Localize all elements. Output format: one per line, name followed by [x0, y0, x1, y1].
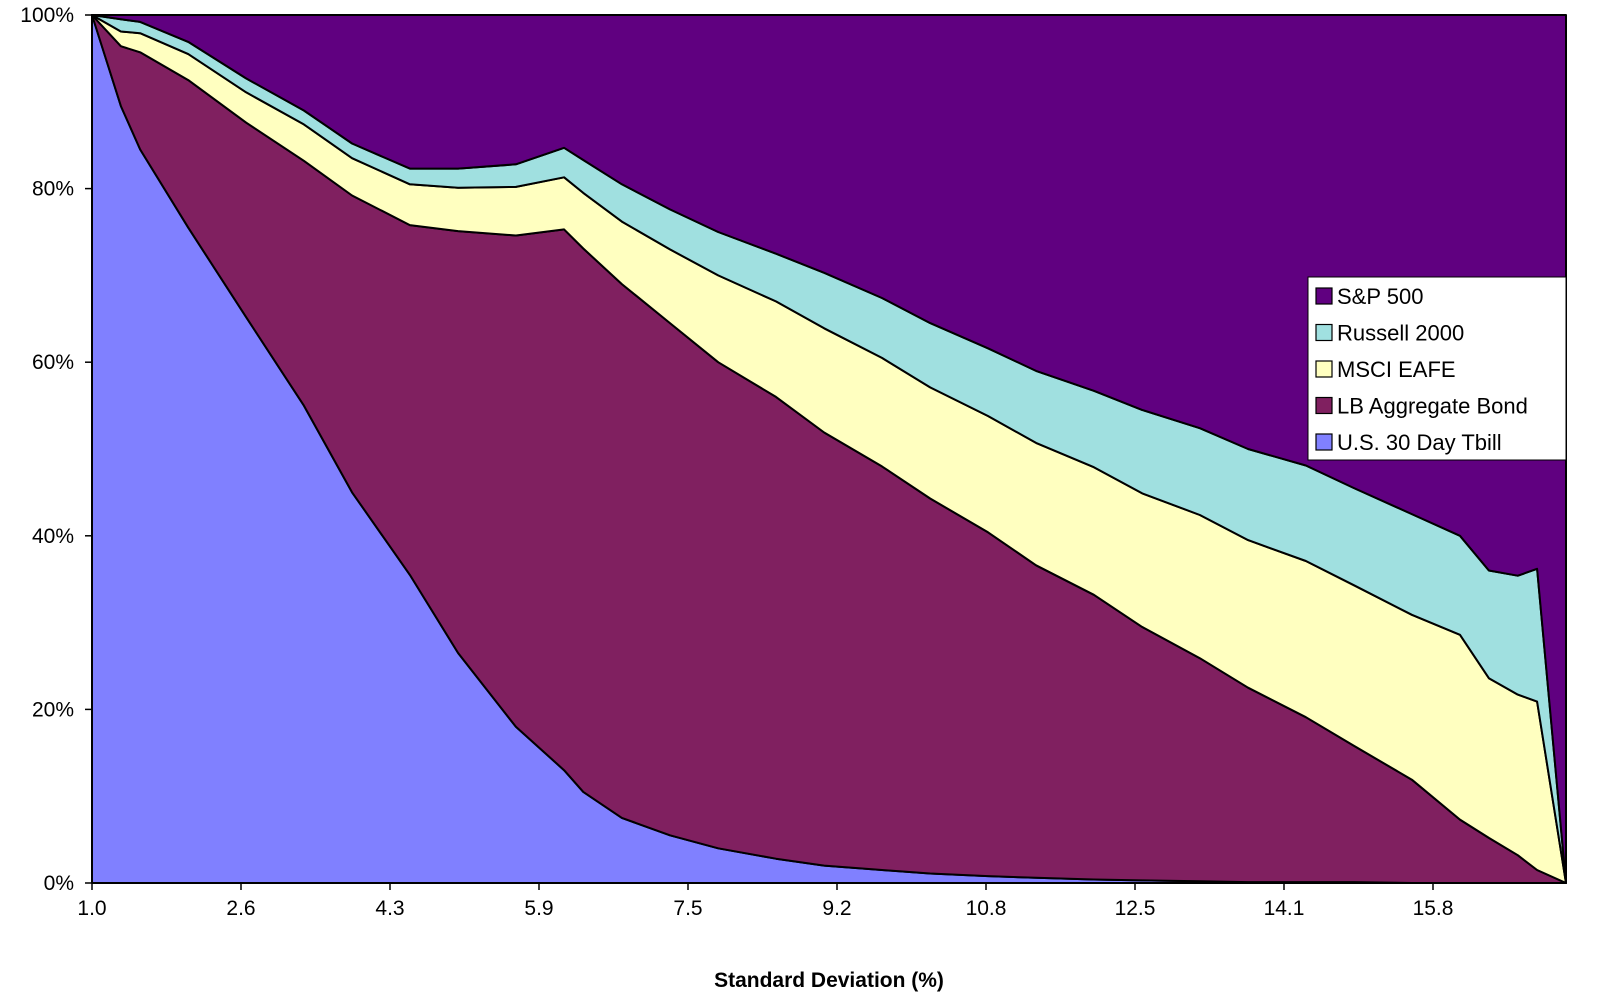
x-tick-label: 12.5 — [1115, 897, 1156, 920]
x-axis-ticks: 1.0 2.6 4.3 5.9 7.5 9.2 10.8 12.5 14.1 15.8 — [77, 883, 1453, 920]
x-tick-label: 7.5 — [673, 897, 702, 920]
legend-label-russell-2000: Russell 2000 — [1337, 321, 1464, 346]
x-tick-label: 9.2 — [822, 897, 851, 920]
legend-label-u-s-30-day-tbill: U.S. 30 Day Tbill — [1337, 430, 1502, 455]
legend-box — [1307, 276, 1567, 461]
legend-swatch-s-p-500 — [1315, 287, 1333, 305]
x-tick-label: 2.6 — [226, 897, 255, 920]
y-tick-label: 0% — [44, 872, 74, 895]
x-tick-label: 14.1 — [1264, 897, 1305, 920]
axes — [91, 15, 1566, 884]
legend-swatch-russell-2000 — [1315, 323, 1333, 342]
legend: S&P 500 Russell 2000 MSCI EAFE LB Aggregate… — [1307, 276, 1567, 461]
legend-label-s-p-500: S&P 500 — [1337, 284, 1423, 309]
x-tick-label: 1.0 — [77, 897, 106, 920]
x-axis-title: Standard Deviation (%) — [714, 969, 944, 992]
y-tick-label: 60% — [32, 351, 74, 374]
y-tick-label: 80% — [32, 178, 74, 201]
x-tick-label: 15.8 — [1413, 897, 1454, 920]
legend-label-lb-aggregate-bond: LB Aggregate Bond — [1337, 394, 1528, 419]
y-tick-label: 20% — [32, 698, 74, 721]
legend-swatch-u-s-30-day-tbill — [1315, 433, 1333, 451]
legend-swatch-lb-aggregate-bond — [1315, 396, 1333, 415]
y-tick-label: 40% — [32, 525, 74, 548]
x-tick-label: 5.9 — [524, 897, 553, 920]
legend-swatch-msci-eafe — [1315, 360, 1333, 378]
y-axis-ticks: 0% 20% 40% 60% 80% 100% — [20, 4, 92, 895]
legend-label-msci-eafe: MSCI EAFE — [1337, 357, 1456, 382]
y-tick-label: 100% — [20, 4, 74, 27]
x-tick-label: 4.3 — [375, 897, 404, 920]
x-tick-label: 10.8 — [966, 897, 1007, 920]
